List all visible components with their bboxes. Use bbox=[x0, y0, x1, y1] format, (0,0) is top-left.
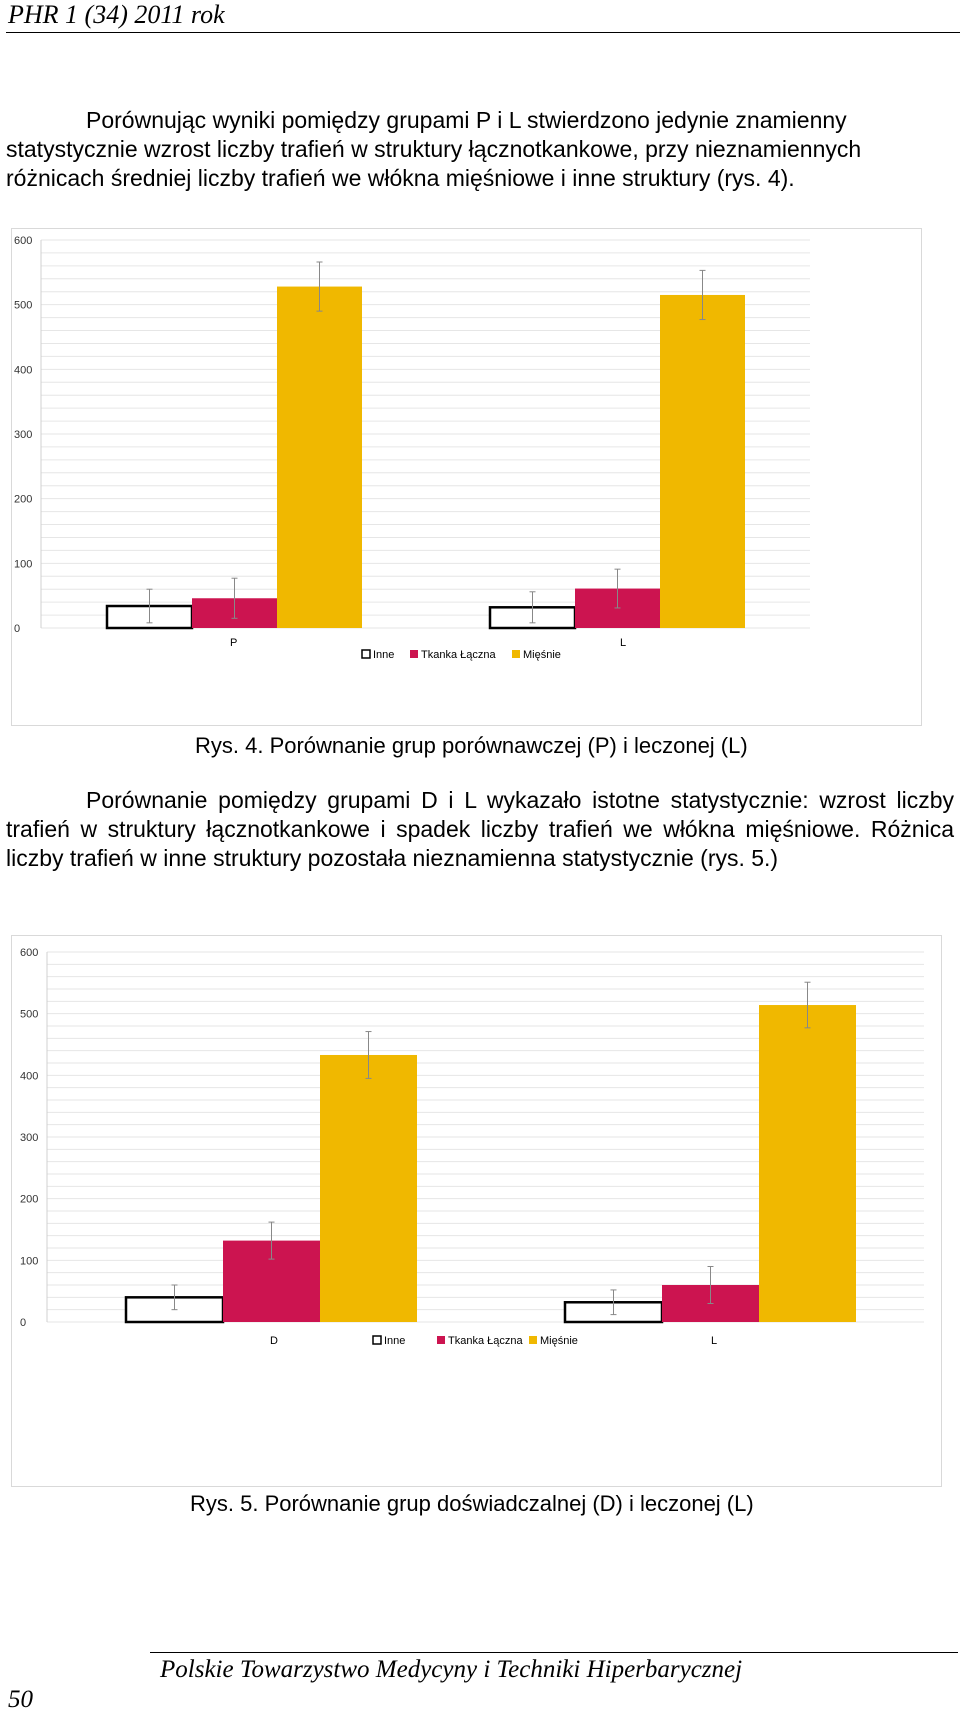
legend-label: Inne bbox=[384, 1335, 405, 1347]
legend-label: Inne bbox=[373, 649, 394, 661]
y-tick-label: 200 bbox=[20, 1194, 38, 1206]
legend-swatch bbox=[410, 650, 418, 658]
category-label: D bbox=[270, 1335, 278, 1347]
journal-issue: PHR 1 (34) 2011 rok bbox=[8, 0, 225, 29]
legend-label: Mięśnie bbox=[540, 1335, 578, 1347]
bar-L-miesnie bbox=[759, 1005, 856, 1322]
caption-rys-4: Rys. 4. Porównanie grup porównawczej (P)… bbox=[195, 733, 748, 758]
legend-swatch bbox=[529, 1336, 537, 1344]
legend-swatch bbox=[361, 649, 371, 659]
legend-swatch bbox=[512, 650, 520, 658]
bar-L-miesnie bbox=[660, 294, 745, 628]
y-tick-label: 300 bbox=[14, 429, 32, 441]
chart-rys-4: 0 100 200 300 400 500 600 P L Inne Tkanka Łączna Mi… bbox=[11, 228, 922, 726]
chart-rys-5-svg: 0 100 200 300 400 500 600 D L Inne Tkanka Łączna Mi… bbox=[20, 947, 924, 1347]
footer-text: Polskie Towarzystwo Medycyny i Techniki … bbox=[160, 1656, 743, 1683]
bar-P-miesnie bbox=[277, 286, 362, 628]
category-label: P bbox=[230, 637, 237, 649]
page-header: PHR 1 (34) 2011 rok bbox=[6, 0, 960, 33]
category-label: L bbox=[620, 637, 626, 649]
y-tick-label: 200 bbox=[14, 494, 32, 506]
y-tick-label: 500 bbox=[20, 1009, 38, 1021]
legend-label: Tkanka Łączna bbox=[421, 649, 496, 661]
y-tick-label: 400 bbox=[14, 364, 32, 376]
legend-label: Tkanka Łączna bbox=[448, 1335, 523, 1347]
y-tick-label: 300 bbox=[20, 1132, 38, 1144]
legend-swatch bbox=[372, 1335, 382, 1345]
chart-rys-5: 0 100 200 300 400 500 600 D L Inne Tkanka Łączna Mi… bbox=[11, 935, 942, 1487]
legend-label: Mięśnie bbox=[523, 649, 561, 661]
page-number: 50 bbox=[8, 1686, 33, 1713]
y-tick-label: 600 bbox=[14, 235, 32, 247]
bar-D-miesnie bbox=[320, 1054, 417, 1322]
y-tick-label: 100 bbox=[14, 558, 32, 570]
y-tick-label: 100 bbox=[20, 1255, 38, 1267]
legend-swatch bbox=[437, 1336, 445, 1344]
y-tick-label: 0 bbox=[20, 1317, 26, 1329]
caption-rys-5: Rys. 5. Porównanie grup doświadczalnej (… bbox=[190, 1491, 754, 1516]
footer-rule bbox=[150, 1652, 958, 1653]
y-tick-label: 400 bbox=[20, 1070, 38, 1082]
paragraph-2: Porównanie pomiędzy grupami D i L wykaza… bbox=[6, 787, 954, 871]
y-tick-label: 600 bbox=[20, 947, 38, 959]
category-label: L bbox=[711, 1335, 717, 1347]
paragraph-1: Porównując wyniki pomiędzy grupami P i L… bbox=[6, 107, 862, 191]
chart-rys-4-svg: 0 100 200 300 400 500 600 P L Inne Tkanka Łączna Mi… bbox=[14, 235, 810, 661]
y-tick-label: 0 bbox=[14, 623, 20, 635]
y-tick-label: 500 bbox=[14, 300, 32, 312]
